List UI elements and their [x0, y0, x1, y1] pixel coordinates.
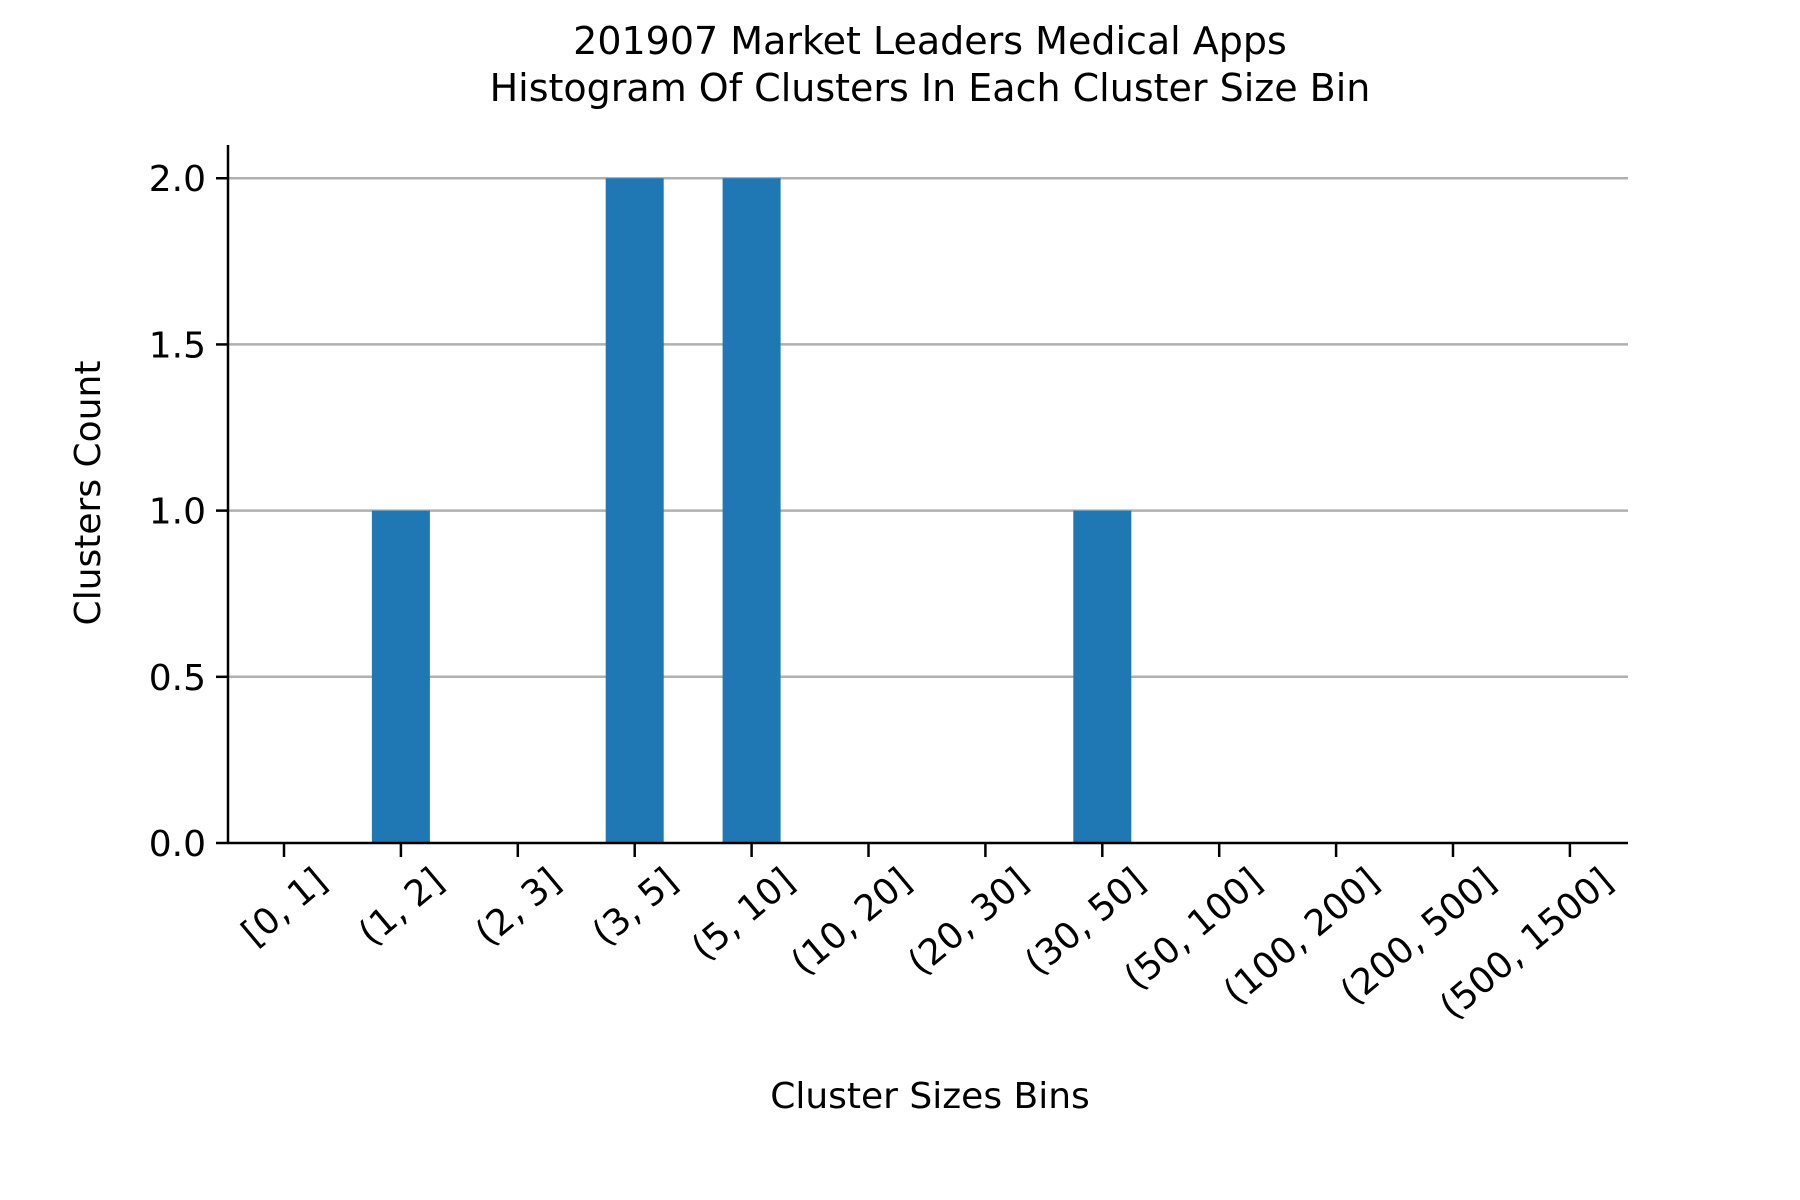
x-tick-label: (20, 30]: [901, 860, 1037, 983]
bar: [371, 510, 430, 843]
y-tick-label: 1.5: [149, 325, 206, 366]
bar: [722, 178, 781, 843]
x-tick-label: (2, 3]: [468, 860, 569, 954]
x-tick-label: [0, 1]: [234, 860, 335, 954]
x-tick-label: (10, 20]: [784, 860, 920, 983]
x-axis-label: Cluster Sizes Bins: [770, 1076, 1090, 1117]
x-tick-label: (1, 2]: [351, 860, 452, 954]
bar: [605, 178, 664, 843]
y-tick-label: 2.0: [149, 159, 206, 200]
chart-title-line-2: Histogram Of Clusters In Each Cluster Si…: [490, 66, 1371, 110]
chart-title: 201907 Market Leaders Medical Apps Histo…: [490, 19, 1371, 110]
y-axis-label: Clusters Count: [68, 361, 109, 626]
grid-lines: [228, 176, 1628, 679]
chart-title-line-1: 201907 Market Leaders Medical Apps: [573, 19, 1287, 63]
y-tick-label: 0.0: [149, 824, 206, 865]
bar: [1073, 510, 1132, 843]
x-ticks: [0, 1] (1, 2] (2, 3] (3, 5](5, 10](10, 20](…: [234, 843, 1621, 1028]
axes: [226, 145, 1628, 845]
y-tick-label: 1.0: [149, 492, 206, 533]
bars: [371, 178, 1132, 843]
y-tick-label: 0.5: [149, 658, 206, 699]
x-tick-label: (3, 5]: [585, 860, 686, 954]
y-ticks: 0.0 0.5 1.0 1.5 2.0: [149, 159, 228, 865]
